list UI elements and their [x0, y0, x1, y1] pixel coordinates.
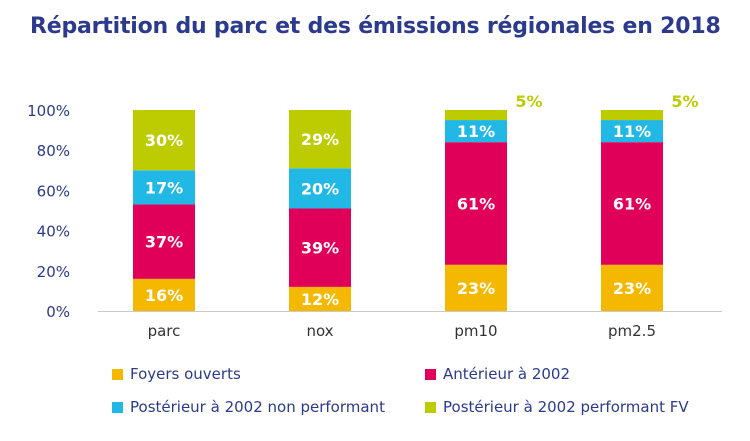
- bar-segment: [601, 142, 663, 265]
- data-label: 39%: [301, 239, 339, 258]
- data-label: 37%: [145, 233, 183, 252]
- y-tick-label: 0%: [46, 303, 70, 321]
- data-label: 29%: [301, 130, 339, 149]
- x-tick-label: pm10: [454, 322, 497, 340]
- data-label: 5%: [515, 92, 542, 111]
- bar-segment: [289, 168, 351, 209]
- bar-segment: [601, 110, 663, 121]
- bar-segment: [445, 264, 507, 311]
- data-label: 11%: [457, 122, 495, 141]
- bar-segment: [133, 204, 195, 279]
- bar-segment: [289, 208, 351, 287]
- bar-segment: [289, 110, 351, 169]
- bar-segment: [445, 142, 507, 265]
- y-tick-label: 100%: [27, 102, 70, 120]
- x-tick-label: parc: [148, 322, 181, 340]
- data-label: 61%: [457, 194, 495, 213]
- data-label: 23%: [457, 279, 495, 298]
- bar-segment: [445, 120, 507, 143]
- data-label: 16%: [145, 286, 183, 305]
- bar-segment: [133, 110, 195, 171]
- data-label: 20%: [301, 179, 339, 198]
- chart-title: Répartition du parc et des émissions rég…: [30, 14, 721, 39]
- x-tick-label: nox: [306, 322, 333, 340]
- x-tick-label: pm2.5: [608, 322, 656, 340]
- y-tick-label: 80%: [37, 142, 70, 160]
- data-label: 11%: [613, 122, 651, 141]
- bar-segment: [445, 110, 507, 121]
- data-label: 23%: [613, 279, 651, 298]
- data-label: 61%: [613, 194, 651, 213]
- bar-segment: [133, 278, 195, 311]
- data-label: 17%: [145, 178, 183, 197]
- bar-segment: [133, 170, 195, 205]
- data-label: 5%: [671, 92, 698, 111]
- bar-segment: [601, 120, 663, 143]
- data-label: 12%: [301, 290, 339, 309]
- bar-segment: [601, 264, 663, 311]
- y-tick-label: 40%: [37, 223, 70, 241]
- data-label: 30%: [145, 131, 183, 150]
- bar-segment: [289, 286, 351, 311]
- y-tick-label: 60%: [37, 182, 70, 200]
- y-tick-label: 20%: [37, 263, 70, 281]
